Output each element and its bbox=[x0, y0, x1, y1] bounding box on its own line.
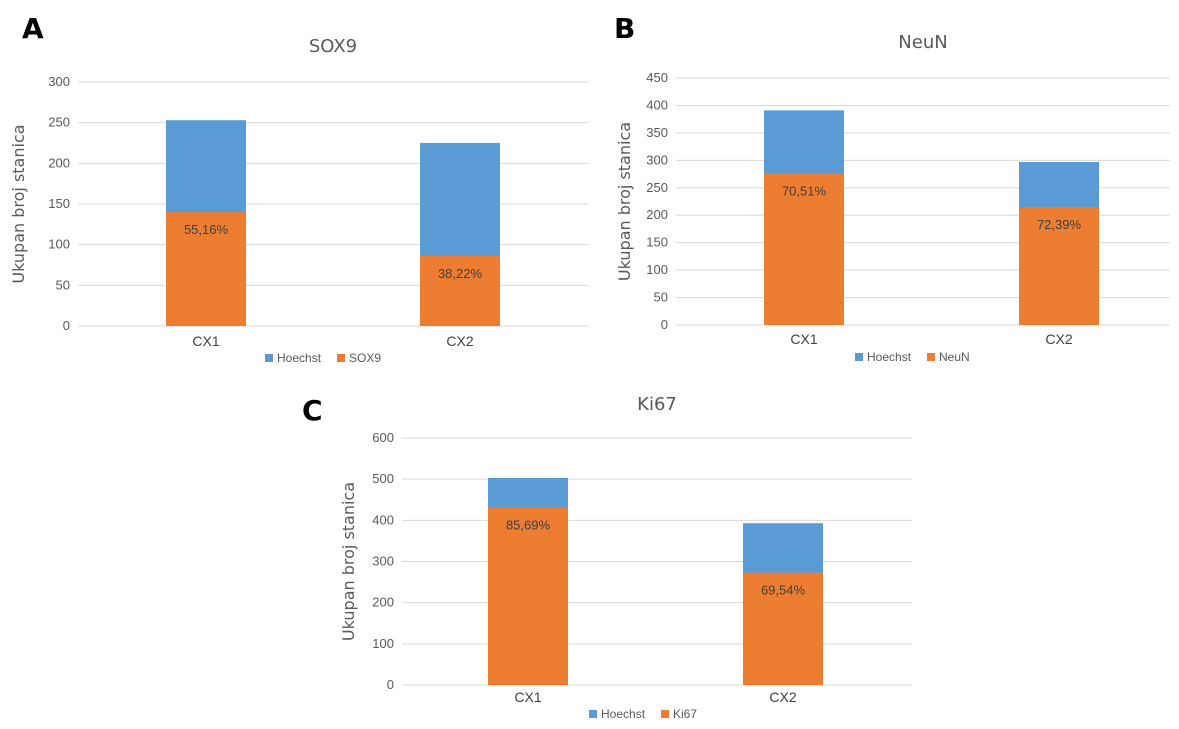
y-tick-label: 300 bbox=[48, 74, 70, 89]
bar-ki67-cx1 bbox=[488, 507, 568, 685]
y-tick-label: 400 bbox=[646, 97, 668, 112]
y-tick-label: 250 bbox=[48, 115, 70, 130]
legend: Hoechst NeuN bbox=[855, 350, 970, 364]
y-tick-label: 150 bbox=[646, 235, 668, 250]
y-tick-label: 200 bbox=[372, 595, 394, 610]
x-category-label: CX2 bbox=[446, 333, 473, 349]
y-tick-label: 150 bbox=[48, 196, 70, 211]
data-label: 72,39% bbox=[1037, 217, 1082, 232]
data-label: 69,54% bbox=[761, 583, 806, 598]
chart-ki67: Ki67 0 100 200 300 400 500 600 Ukupan broj stani… bbox=[339, 394, 912, 721]
data-label: 70,51% bbox=[782, 184, 827, 199]
panel-label-c: C bbox=[302, 394, 323, 427]
legend: Hoechst Ki67 bbox=[589, 707, 697, 721]
bar-sox9-cx1 bbox=[166, 212, 246, 326]
legend-swatch-hoechst bbox=[589, 710, 597, 718]
legend-label-hoechst: Hoechst bbox=[601, 707, 646, 721]
y-tick-label: 400 bbox=[372, 512, 394, 527]
y-tick-label: 200 bbox=[48, 155, 70, 170]
y-tick-label: 0 bbox=[63, 318, 70, 333]
legend-label-ki67: Ki67 bbox=[673, 707, 697, 721]
chart-panel-neun: B NeuN 0 50 100 150 200 250 300 350 400 450 Ukupan … bbox=[600, 8, 1175, 370]
x-category-label: CX1 bbox=[514, 689, 541, 705]
legend-label-hoechst: Hoechst bbox=[277, 351, 322, 365]
chart-panel-ki67: C Ki67 0 100 200 300 400 500 600 Ukupan broj sta… bbox=[302, 386, 917, 726]
y-tick-label: 100 bbox=[372, 636, 394, 651]
data-label: 38,22% bbox=[438, 266, 483, 281]
chart-title: NeuN bbox=[898, 32, 947, 53]
y-tick-label: 100 bbox=[48, 237, 70, 252]
y-axis-label: Ukupan broj stanica bbox=[339, 482, 358, 641]
y-tick-label: 350 bbox=[646, 125, 668, 140]
legend-swatch-neun bbox=[927, 353, 935, 361]
legend-swatch-ki67 bbox=[661, 710, 669, 718]
y-tick-label: 100 bbox=[646, 262, 668, 277]
chart-title: SOX9 bbox=[309, 36, 357, 57]
legend-swatch-hoechst bbox=[855, 353, 863, 361]
y-tick-label: 450 bbox=[646, 70, 668, 85]
y-tick-label: 300 bbox=[372, 554, 394, 569]
y-tick-label: 250 bbox=[646, 180, 668, 195]
bar-neun-cx1 bbox=[764, 173, 844, 325]
legend-label-hoechst: Hoechst bbox=[867, 350, 912, 364]
y-axis-label: Ukupan broj stanica bbox=[9, 124, 28, 283]
y-tick-label: 600 bbox=[372, 430, 394, 445]
y-tick-label: 300 bbox=[646, 152, 668, 167]
chart-panel-sox9: A SOX9 0 50 100 150 200 250 300 Ukupan broj stan… bbox=[8, 8, 592, 370]
legend-label-neun: NeuN bbox=[939, 350, 970, 364]
chart-neun: NeuN 0 50 100 150 200 250 300 350 400 450 Ukupan br… bbox=[615, 32, 1170, 364]
y-tick-label: 200 bbox=[646, 207, 668, 222]
legend-swatch-sox9 bbox=[337, 354, 345, 362]
bar-ki67-cx2 bbox=[743, 572, 823, 685]
legend-swatch-hoechst bbox=[265, 354, 273, 362]
data-label: 85,69% bbox=[506, 518, 551, 533]
x-category-label: CX2 bbox=[769, 689, 796, 705]
legend: Hoechst SOX9 bbox=[265, 351, 381, 365]
bar-sox9-cx2 bbox=[420, 256, 500, 326]
y-tick-label: 50 bbox=[654, 290, 668, 305]
y-tick-label: 50 bbox=[56, 277, 70, 292]
x-category-label: CX2 bbox=[1045, 331, 1072, 347]
bar-neun-cx2 bbox=[1019, 206, 1099, 325]
data-label: 55,16% bbox=[184, 222, 229, 237]
x-category-label: CX1 bbox=[192, 333, 219, 349]
y-tick-label: 500 bbox=[372, 471, 394, 486]
chart-title: Ki67 bbox=[637, 394, 677, 415]
x-category-label: CX1 bbox=[790, 331, 817, 347]
legend-label-sox9: SOX9 bbox=[349, 351, 381, 365]
chart-sox9: SOX9 0 50 100 150 200 250 300 Ukupan broj stanic… bbox=[9, 36, 588, 365]
y-tick-label: 0 bbox=[661, 317, 668, 332]
y-tick-label: 0 bbox=[387, 677, 394, 692]
panel-label-b: B bbox=[614, 12, 636, 45]
panel-label-a: A bbox=[22, 12, 44, 45]
y-axis-label: Ukupan broj stanica bbox=[615, 122, 634, 281]
